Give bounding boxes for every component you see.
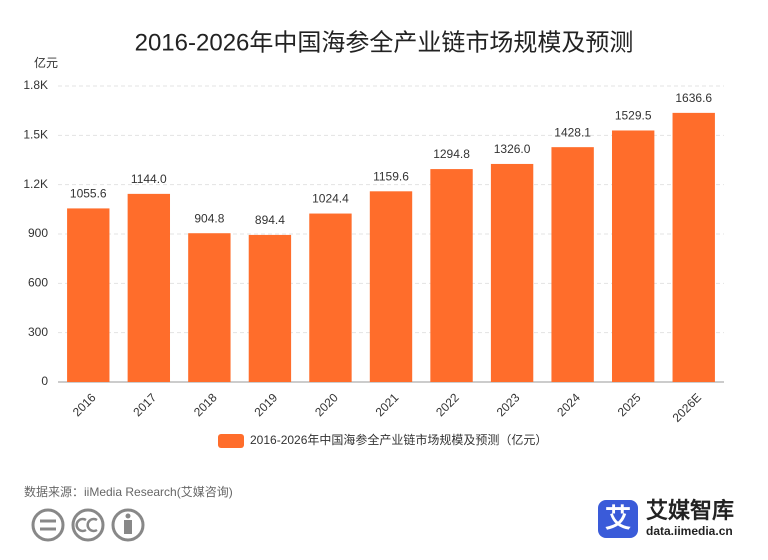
x-tick-label: 2017 xyxy=(130,390,159,419)
y-tick-label: 900 xyxy=(28,226,48,240)
value-label: 894.4 xyxy=(255,213,285,227)
legend-swatch xyxy=(218,434,244,448)
chart-title: 2016-2026年中国海参全产业链市场规模及预测 xyxy=(135,29,634,56)
bar xyxy=(551,147,594,382)
x-tick-label: 2022 xyxy=(433,390,462,419)
brand-icon: 艾 xyxy=(605,503,631,533)
bar xyxy=(490,163,534,382)
value-label: 1144.0 xyxy=(131,172,167,186)
y-tick-label: 0 xyxy=(41,374,48,388)
x-tick-label: 2024 xyxy=(554,390,583,419)
x-tick-label: 2023 xyxy=(494,390,523,419)
value-label: 904.8 xyxy=(194,211,224,225)
bar xyxy=(672,112,715,382)
x-tick-label: 2026E xyxy=(670,390,704,424)
value-label: 1636.6 xyxy=(675,91,712,105)
value-label: 1326.0 xyxy=(494,142,531,156)
y-tick-label: 300 xyxy=(28,325,48,339)
y-axis-unit: 亿元 xyxy=(34,55,58,70)
value-label: 1055.6 xyxy=(70,187,107,201)
bar xyxy=(67,208,110,382)
bar xyxy=(611,130,655,382)
value-label: 1428.1 xyxy=(554,125,591,139)
x-tick-label: 2021 xyxy=(373,390,402,419)
x-tick-label: 2025 xyxy=(615,390,644,419)
bar xyxy=(369,191,413,382)
y-tick-label: 1.2K xyxy=(23,177,48,191)
value-label: 1159.6 xyxy=(373,169,409,183)
source: 数据来源：iiMedia Research(艾媒咨询) xyxy=(24,484,233,499)
brand-url: data.iimedia.cn xyxy=(646,524,733,538)
x-tick-label: 2018 xyxy=(191,390,220,419)
value-label: 1024.4 xyxy=(312,192,349,206)
x-tick-label: 2019 xyxy=(251,390,280,419)
bar xyxy=(188,233,231,382)
bar xyxy=(127,193,171,382)
brand-name: 艾媒智库 xyxy=(646,498,734,523)
legend-label: 2016-2026年中国海参全产业链市场规模及预测（亿元） xyxy=(250,432,547,447)
brand-icon-bg xyxy=(598,500,638,538)
x-tick-label: 2016 xyxy=(70,390,99,419)
x-tick-label: 2020 xyxy=(312,390,341,419)
bar xyxy=(430,169,473,382)
license-icons xyxy=(31,508,145,542)
y-tick-label: 1.5K xyxy=(23,128,48,142)
value-label: 1529.5 xyxy=(615,109,652,123)
bar xyxy=(309,213,352,382)
bar xyxy=(248,234,292,382)
y-tick-label: 1.8K xyxy=(23,78,48,92)
value-label: 1294.8 xyxy=(433,147,470,161)
y-tick-label: 600 xyxy=(28,276,48,290)
